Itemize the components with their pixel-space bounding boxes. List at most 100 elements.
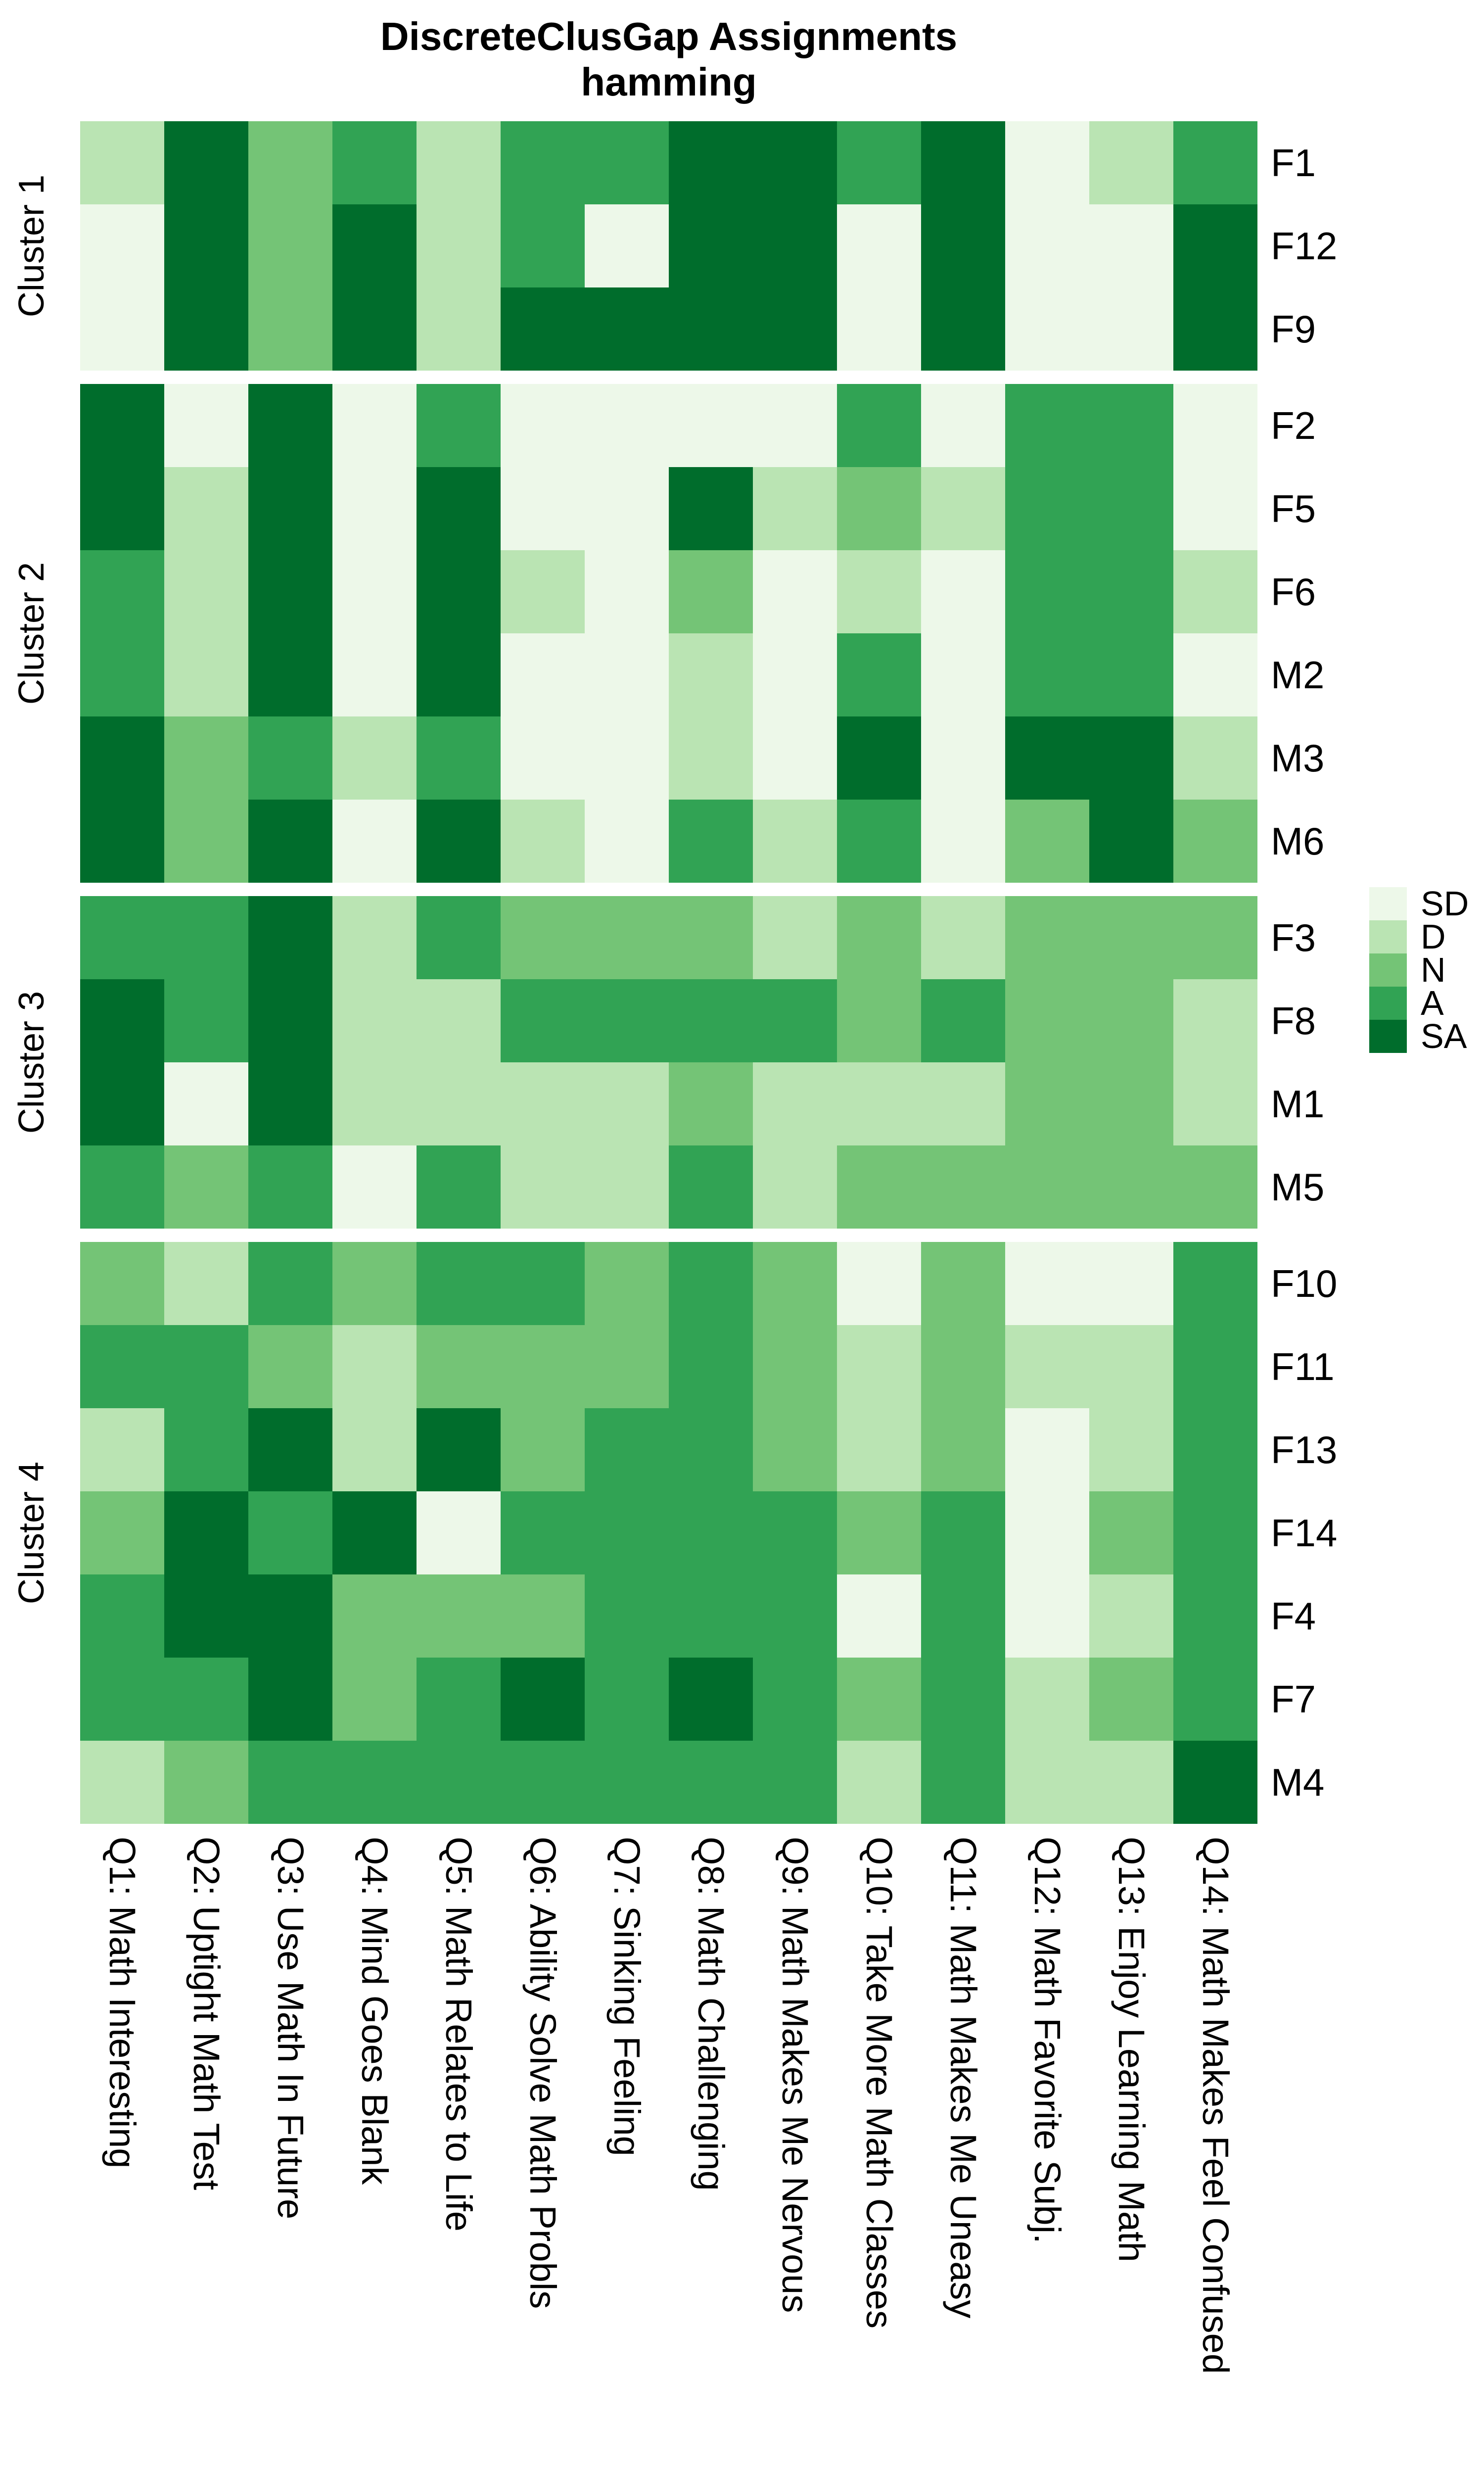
- heatmap-cell: [585, 1658, 669, 1741]
- heatmap-cell: [1005, 1325, 1089, 1408]
- row-label: M6: [1271, 819, 1325, 863]
- heatmap-cell: [837, 121, 921, 204]
- heatmap-cell: [80, 550, 164, 633]
- heatmap-cell: [921, 121, 1005, 204]
- heatmap-cell: [669, 800, 753, 883]
- column-label: Q7: Sinking Feeling: [606, 1837, 648, 2156]
- heatmap-cell: [921, 1408, 1005, 1491]
- heatmap-cell: [1005, 287, 1089, 371]
- chart-title: DiscreteClusGap Assignments: [380, 14, 958, 58]
- heatmap-cell: [248, 550, 332, 633]
- heatmap-cell: [417, 1242, 501, 1325]
- heatmap-cell: [1173, 1145, 1257, 1229]
- heatmap-cell: [332, 1242, 417, 1325]
- heatmap-cell: [753, 384, 837, 467]
- heatmap-cell: [669, 1574, 753, 1658]
- heatmap-cell: [753, 287, 837, 371]
- heatmap-cell: [669, 1325, 753, 1408]
- heatmap-cell: [80, 1062, 164, 1145]
- heatmap-cell: [1089, 1408, 1173, 1491]
- heatmap-cell: [417, 1741, 501, 1824]
- heatmap-cell: [753, 1574, 837, 1658]
- heatmap-cell: [248, 1145, 332, 1229]
- heatmap-cell: [1173, 204, 1257, 287]
- heatmap-cell: [1089, 1062, 1173, 1145]
- heatmap-cell: [248, 716, 332, 800]
- heatmap-cell: [921, 550, 1005, 633]
- heatmap-cell: [248, 204, 332, 287]
- heatmap-cell: [1089, 979, 1173, 1062]
- heatmap-cell: [501, 287, 585, 371]
- heatmap-cell: [501, 1574, 585, 1658]
- heatmap-cell: [753, 979, 837, 1062]
- row-label: M4: [1271, 1760, 1325, 1804]
- column-label: Q12: Math Favorite Subj.: [1027, 1837, 1068, 2244]
- heatmap-cell: [753, 1658, 837, 1741]
- legend-label: SA: [1421, 1017, 1467, 1055]
- heatmap-cell: [753, 633, 837, 716]
- legend-swatch: [1369, 987, 1407, 1020]
- heatmap-cell: [417, 467, 501, 550]
- heatmap-cell: [837, 1574, 921, 1658]
- heatmap-cell: [921, 633, 1005, 716]
- heatmap-cell: [248, 633, 332, 716]
- heatmap-cell: [164, 467, 248, 550]
- heatmap-cell: [417, 979, 501, 1062]
- row-label: F4: [1271, 1594, 1316, 1638]
- heatmap-cell: [669, 550, 753, 633]
- heatmap-cell: [669, 1491, 753, 1574]
- heatmap-cell: [837, 979, 921, 1062]
- heatmap-cell: [80, 121, 164, 204]
- heatmap-cell: [248, 1242, 332, 1325]
- heatmap-cell: [921, 896, 1005, 979]
- heatmap-cell: [1005, 1145, 1089, 1229]
- heatmap-cell: [80, 1574, 164, 1658]
- heatmap-cell: [837, 1741, 921, 1824]
- legend-label: A: [1421, 984, 1444, 1022]
- heatmap-cell: [921, 384, 1005, 467]
- heatmap-cell: [80, 467, 164, 550]
- heatmap-cell: [332, 1658, 417, 1741]
- heatmap-cell: [164, 1574, 248, 1658]
- column-label: Q4: Mind Goes Blank: [354, 1837, 395, 2185]
- heatmap-cell: [248, 467, 332, 550]
- heatmap-cell: [1089, 1574, 1173, 1658]
- heatmap-cell: [1089, 1242, 1173, 1325]
- column-label: Q14: Math Makes Feel Confused: [1195, 1837, 1236, 2374]
- heatmap-cell: [837, 204, 921, 287]
- column-label: Q11: Math Makes Me Uneasy: [943, 1837, 984, 2319]
- heatmap-cell: [80, 1325, 164, 1408]
- heatmap-cell: [501, 384, 585, 467]
- heatmap-cell: [332, 384, 417, 467]
- heatmap-cell: [1089, 716, 1173, 800]
- heatmap-cell: [248, 1062, 332, 1145]
- row-label: M3: [1271, 736, 1325, 780]
- heatmap-cell: [669, 384, 753, 467]
- heatmap-cell: [1005, 1242, 1089, 1325]
- heatmap-cell: [837, 896, 921, 979]
- heatmap-cell: [501, 204, 585, 287]
- heatmap-cell: [669, 204, 753, 287]
- heatmap-cell: [837, 1242, 921, 1325]
- heatmap-cell: [164, 716, 248, 800]
- heatmap-cell: [921, 1741, 1005, 1824]
- heatmap-cell: [921, 716, 1005, 800]
- heatmap-cell: [164, 896, 248, 979]
- heatmap-cell: [1173, 1658, 1257, 1741]
- heatmap-cell: [501, 1741, 585, 1824]
- heatmap-cell: [80, 979, 164, 1062]
- heatmap-cell: [501, 467, 585, 550]
- heatmap-cell: [248, 1574, 332, 1658]
- heatmap-cell: [1005, 467, 1089, 550]
- heatmap-cell: [921, 979, 1005, 1062]
- heatmap-cell: [501, 633, 585, 716]
- column-label: Q9: Math Makes Me Nervous: [775, 1837, 816, 2313]
- column-label: Q6: Ability Solve Math Probls: [522, 1837, 563, 2309]
- heatmap-cell: [753, 1242, 837, 1325]
- heatmap-cell: [1005, 1062, 1089, 1145]
- heatmap-cell: [837, 633, 921, 716]
- legend-label: SD: [1421, 884, 1469, 923]
- heatmap-cell: [669, 896, 753, 979]
- heatmap-cell: [1005, 204, 1089, 287]
